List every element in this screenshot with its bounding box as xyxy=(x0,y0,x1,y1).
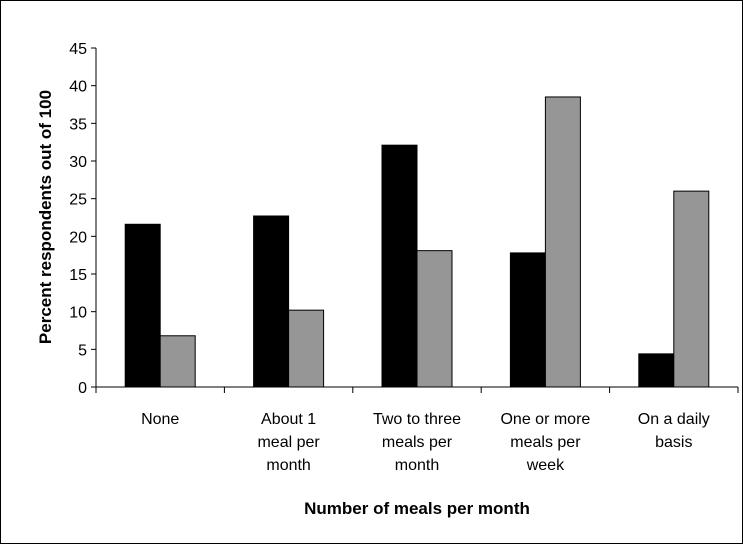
x-category-label-line: month xyxy=(266,457,310,474)
y-tick-label: 30 xyxy=(69,154,87,171)
x-category-label-line: On a daily xyxy=(638,411,710,428)
axes-group xyxy=(91,47,739,393)
x-category-label-line: month xyxy=(395,457,439,474)
x-category-label-line: About 1 xyxy=(261,411,316,428)
y-tick-label: 40 xyxy=(69,79,87,96)
x-category-label: One or more meals per week xyxy=(500,411,590,474)
bar-series2-cat1 xyxy=(159,335,196,388)
x-category-label: Two to three meals per month xyxy=(373,411,461,474)
x-category-label-line: week xyxy=(526,457,565,474)
x-category-label-line: Two to three xyxy=(373,411,461,428)
bar-series1-cat2 xyxy=(253,215,290,388)
bar-series1-cat3 xyxy=(381,144,418,388)
x-category-label-line: meals per xyxy=(510,434,581,451)
x-category-labels: None About 1 meal per month Two to three meal… xyxy=(141,411,710,474)
y-tick-label: 45 xyxy=(69,41,87,58)
bar-series2-cat4 xyxy=(544,96,581,388)
y-tick-label: 15 xyxy=(69,267,87,284)
bar-series2-cat5 xyxy=(673,190,710,388)
y-tick-label: 5 xyxy=(78,342,87,359)
x-category-label: None xyxy=(141,411,179,428)
x-category-label-line: meals per xyxy=(382,434,453,451)
bar-series2-cat3 xyxy=(416,250,453,388)
y-tick-label: 10 xyxy=(69,305,87,322)
x-category-label-line: None xyxy=(141,411,179,428)
y-tick-label: 20 xyxy=(69,229,87,246)
y-axis-title: Percent respondents out of 100 xyxy=(36,90,55,344)
x-category-label: On a daily basis xyxy=(638,411,710,451)
bar-series1-cat4 xyxy=(509,252,546,388)
bar-series2-cat2 xyxy=(288,309,325,388)
y-tick-label: 0 xyxy=(78,380,87,397)
x-category-label-line: basis xyxy=(655,434,692,451)
x-axis-title: Number of meals per month xyxy=(304,499,530,518)
bars-group xyxy=(124,96,710,388)
bar-series1-cat5 xyxy=(638,353,675,388)
y-tick-label: 35 xyxy=(69,116,87,133)
y-tick-labels: 0 5 10 15 20 25 30 35 40 45 xyxy=(69,41,87,397)
x-category-label-line: One or more xyxy=(500,411,590,428)
x-category-label: About 1 meal per month xyxy=(257,411,320,474)
y-tick-label: 25 xyxy=(69,192,87,209)
bar-series1-cat1 xyxy=(124,223,161,388)
x-category-label-line: meal per xyxy=(257,434,320,451)
